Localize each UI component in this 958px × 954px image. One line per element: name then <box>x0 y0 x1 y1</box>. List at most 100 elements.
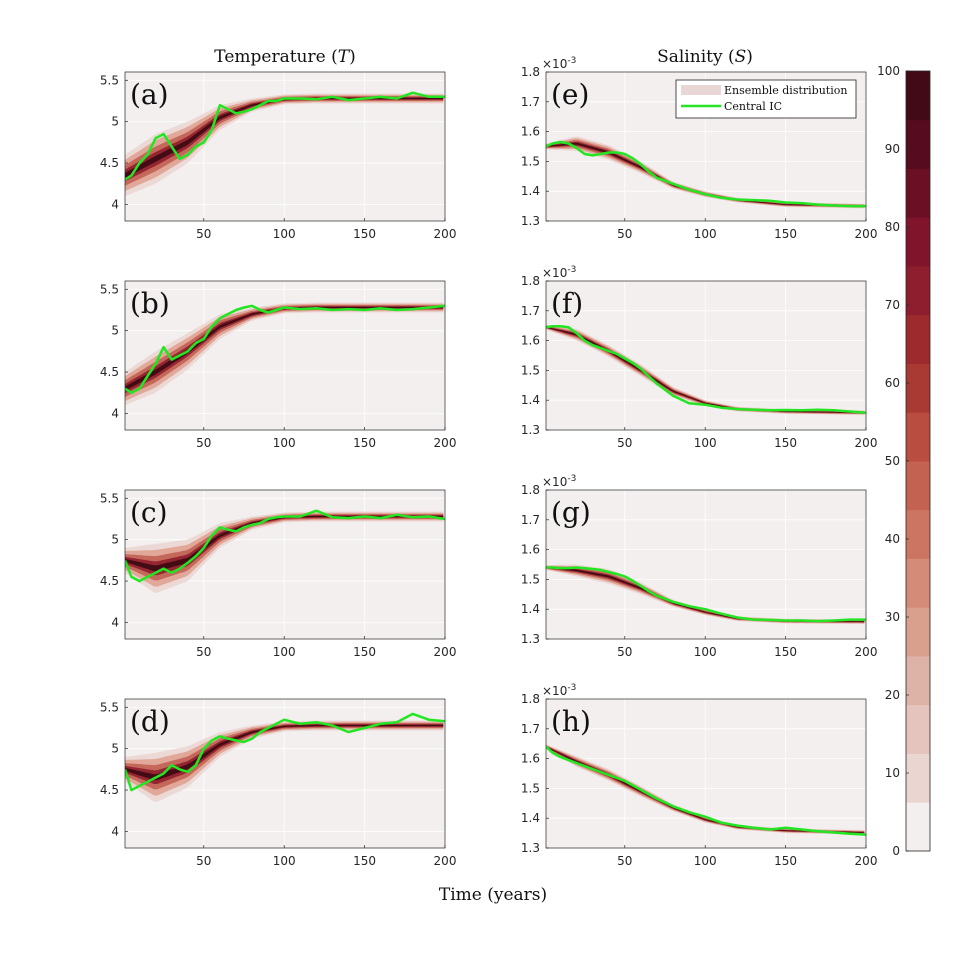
y-tick-label: 1.6 <box>521 334 540 348</box>
ensemble-band <box>125 511 444 593</box>
axes-frame <box>545 71 867 222</box>
x-tick-label: 50 <box>617 436 632 450</box>
x-tick-label: 150 <box>774 645 797 659</box>
y-tick-label: 5 <box>111 742 119 756</box>
colorbar-segment <box>906 168 930 218</box>
axes-frame <box>124 280 446 431</box>
x-tick-label: 150 <box>353 436 376 450</box>
legend: Ensemble distribution Central IC <box>675 79 857 119</box>
axes-frame <box>545 489 867 640</box>
colorbar-segment <box>906 266 930 316</box>
y-tick-label: 1.7 <box>521 304 540 318</box>
y-tick-label: 5 <box>111 533 119 547</box>
axis-exponent: ×10-3 <box>542 474 576 489</box>
x-tick-label: 100 <box>694 645 717 659</box>
central-ic-line <box>546 325 866 414</box>
y-tick-label: 1.3 <box>521 214 540 228</box>
y-tick-label: 1.5 <box>521 572 540 586</box>
panel-f: 50 100 150 200 1.3 1.4 1.5 1.6 1.7 1.8×10-3 (f) <box>521 265 878 450</box>
x-tick-label: 150 <box>353 854 376 868</box>
panel-label: (h) <box>551 705 591 738</box>
x-tick-label: 50 <box>196 854 211 868</box>
ensemble-band <box>125 303 444 401</box>
colorbar-tick-label: 50 <box>885 454 900 468</box>
colorbar-tick-label: 60 <box>885 376 900 390</box>
axes-frame <box>545 280 867 431</box>
y-tick-label: 5.5 <box>100 700 119 714</box>
legend-central-label: Central IC <box>724 100 782 113</box>
x-tick-label: 200 <box>434 854 457 868</box>
central-ic-line <box>125 509 445 583</box>
y-tick-label: 4.5 <box>100 574 119 588</box>
y-tick-label: 5.5 <box>100 73 119 87</box>
x-tick-label: 50 <box>617 854 632 868</box>
colorbar-segment <box>906 412 930 462</box>
colorbar-tick-label: 70 <box>885 298 900 312</box>
y-tick-label: 5.5 <box>100 491 119 505</box>
salinity-column-title: Salinity (S) <box>657 47 753 67</box>
ensemble-distribution <box>125 511 444 593</box>
x-tick-label: 50 <box>196 436 211 450</box>
legend-ensemble-swatch <box>681 85 721 95</box>
colorbar-segment <box>906 217 930 267</box>
axis-exponent: ×10-3 <box>542 683 576 698</box>
x-tick-label: 50 <box>196 645 211 659</box>
panel-d: 50 100 150 200 4 4.5 5 5.5 (d) <box>100 698 457 868</box>
x-tick-label: 50 <box>617 227 632 241</box>
y-tick-label: 1.7 <box>521 722 540 736</box>
colorbar-tick-label: 90 <box>885 142 900 156</box>
ensemble-band <box>125 720 444 802</box>
x-tick-label: 50 <box>196 227 211 241</box>
y-tick-label: 1.5 <box>521 363 540 377</box>
y-tick-label: 4.5 <box>100 783 119 797</box>
x-tick-label: 150 <box>774 227 797 241</box>
x-tick-label: 200 <box>434 436 457 450</box>
y-tick-label: 5 <box>111 115 119 129</box>
y-tick-label: 4.5 <box>100 156 119 170</box>
y-tick-label: 4 <box>111 197 119 211</box>
colorbar-tick-label: 20 <box>885 688 900 702</box>
axes-frame <box>124 71 446 222</box>
y-tick-label: 1.5 <box>521 154 540 168</box>
colorbar-segment <box>906 753 930 803</box>
y-tick-label: 1.4 <box>521 811 540 825</box>
x-tick-label: 150 <box>353 645 376 659</box>
x-tick-label: 100 <box>273 854 296 868</box>
y-tick-label: 4.5 <box>100 365 119 379</box>
central-ic-line <box>125 304 445 395</box>
ensemble-band <box>125 94 444 191</box>
x-tick-label: 100 <box>273 227 296 241</box>
x-tick-label: 200 <box>855 436 878 450</box>
plot-area <box>546 281 866 430</box>
colorbar-tick-label: 30 <box>885 610 900 624</box>
axis-exponent: ×10-3 <box>542 56 576 71</box>
y-tick-label: 1.4 <box>521 184 540 198</box>
panel-label: (c) <box>130 496 168 529</box>
x-tick-label: 200 <box>855 645 878 659</box>
panel-label: (e) <box>551 78 589 111</box>
ensemble-band <box>546 566 865 623</box>
colorbar-tick-label: 80 <box>885 220 900 234</box>
colorbar-tick-label: 40 <box>885 532 900 546</box>
colorbar-segment <box>906 509 930 559</box>
y-tick-label: 1.3 <box>521 423 540 437</box>
panel-a: 50 100 150 200 4 4.5 5 5.5 (a) <box>100 71 456 241</box>
colorbar-segment <box>906 71 930 121</box>
x-tick-label: 200 <box>855 854 878 868</box>
panel-label: (b) <box>130 287 170 320</box>
y-tick-label: 1.5 <box>521 781 540 795</box>
panel-g: 50 100 150 200 1.3 1.4 1.5 1.6 1.7 1.8×10-3 (g) <box>521 474 878 659</box>
x-tick-label: 200 <box>855 227 878 241</box>
panel-label: (g) <box>551 496 591 529</box>
ensemble-distribution <box>546 564 865 625</box>
axes-frame <box>124 698 446 849</box>
colorbar-segment <box>906 802 930 852</box>
colorbar-segment <box>906 558 930 608</box>
x-tick-label: 150 <box>774 854 797 868</box>
axes-frame <box>124 489 446 640</box>
colorbar-segment <box>906 461 930 511</box>
y-tick-label: 1.6 <box>521 752 540 766</box>
y-tick-label: 5 <box>111 324 119 338</box>
panel-label: (a) <box>130 78 169 111</box>
